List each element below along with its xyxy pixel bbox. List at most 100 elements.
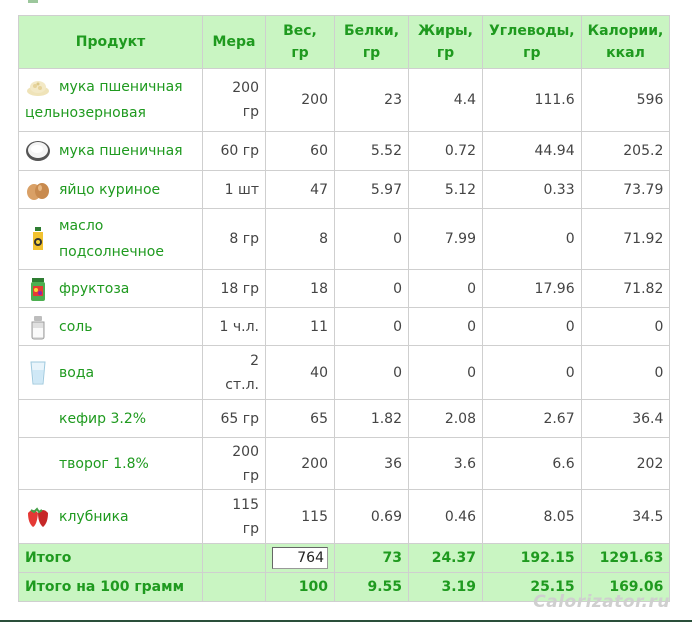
product-cell: яйцо куриное <box>18 170 203 209</box>
product-cell: фруктоза <box>18 269 203 308</box>
calories-cell: 0 <box>580 345 671 400</box>
protein-cell: 0 <box>334 345 409 400</box>
weight-cell: 11 <box>265 307 335 346</box>
fat-cell: 4.4 <box>408 68 483 132</box>
fat-cell: 0 <box>408 269 483 308</box>
header-measure: Мера <box>202 15 266 69</box>
measure-cell: 65 гр <box>202 399 266 438</box>
measure-cell: 18 гр <box>202 269 266 308</box>
fat-cell: 0 <box>408 345 483 400</box>
fat-cell: 0 <box>408 307 483 346</box>
fat-cell: 0.46 <box>408 489 483 544</box>
carbs-cell: 44.94 <box>482 131 582 171</box>
measure-cell: 60 гр <box>202 131 266 171</box>
table-row: мука пшеничная цельнозерновая 200 гр 200 23… <box>18 68 671 132</box>
per100-carbs: 25.15 <box>482 572 582 602</box>
carbs-cell: 2.67 <box>482 399 582 438</box>
protein-cell: 23 <box>334 68 409 132</box>
weight-cell: 115 <box>265 489 335 544</box>
salt-shaker-icon <box>25 314 51 340</box>
table-header-row: Продукт Мера Вес, гр Белки, гр Жиры, гр … <box>18 15 671 69</box>
calories-cell: 34.5 <box>580 489 671 544</box>
measure-cell: 8 гр <box>202 208 266 270</box>
measure-cell: 200 гр <box>202 437 266 490</box>
weight-cell: 200 <box>265 68 335 132</box>
carbs-cell: 8.05 <box>482 489 582 544</box>
product-link[interactable]: масло подсолнечное <box>59 218 164 260</box>
per100-calories: 169.06 <box>580 572 671 602</box>
header-calories: Калории, ккал <box>580 15 671 69</box>
header-weight: Вес, гр <box>265 15 335 69</box>
total-weight-input[interactable]: 764 <box>272 547 328 569</box>
carbs-cell: 111.6 <box>482 68 582 132</box>
table-row: клубника 115 гр 115 0.69 0.46 8.05 34.5 <box>18 489 671 544</box>
totals-row: Итого 764 73 24.37 192.15 1291.63 <box>18 543 671 573</box>
totals-fat: 24.37 <box>408 543 483 573</box>
flour-icon <box>25 74 51 100</box>
product-link[interactable]: фруктоза <box>59 280 130 297</box>
per100-row: Итого на 100 грамм 100 9.55 3.19 25.15 1… <box>18 572 671 602</box>
protein-cell: 0.69 <box>334 489 409 544</box>
product-cell: мука пшеничная цельнозерновая <box>18 68 203 132</box>
protein-cell: 0 <box>334 208 409 270</box>
totals-weight-cell: 764 <box>265 543 335 573</box>
weight-cell: 18 <box>265 269 335 308</box>
table-row: мука пшеничная 60 гр 60 5.52 0.72 44.94 205.2 <box>18 131 671 171</box>
calories-cell: 0 <box>580 307 671 346</box>
totals-calories: 1291.63 <box>580 543 671 573</box>
egg-icon <box>25 177 51 203</box>
calories-cell: 36.4 <box>580 399 671 438</box>
table-row: творог 1.8% 200 гр 200 36 3.6 6.6 202 <box>18 437 671 490</box>
product-link[interactable]: творог 1.8% <box>59 455 149 472</box>
fructose-jar-icon <box>25 276 51 302</box>
totals-protein: 73 <box>334 543 409 573</box>
table-row: кефир 3.2% 65 гр 65 1.82 2.08 2.67 36.4 <box>18 399 671 438</box>
fat-cell: 7.99 <box>408 208 483 270</box>
table-row: яйцо куриное 1 шт 47 5.97 5.12 0.33 73.79 <box>18 170 671 209</box>
totals-carbs: 192.15 <box>482 543 582 573</box>
carbs-cell: 17.96 <box>482 269 582 308</box>
protein-cell: 36 <box>334 437 409 490</box>
calories-cell: 205.2 <box>580 131 671 171</box>
weight-cell: 60 <box>265 131 335 171</box>
weight-cell: 8 <box>265 208 335 270</box>
product-cell: вода <box>18 345 203 400</box>
product-cell: масло подсолнечное <box>18 208 203 270</box>
calories-cell: 71.82 <box>580 269 671 308</box>
product-link[interactable]: кефир 3.2% <box>59 410 147 427</box>
water-glass-icon <box>25 360 51 386</box>
per100-measure-empty <box>202 572 266 602</box>
product-link[interactable]: яйцо куриное <box>59 181 161 198</box>
measure-cell: 200 гр <box>202 68 266 132</box>
totals-label: Итого <box>18 543 203 573</box>
oil-bottle-icon <box>25 226 51 252</box>
per100-fat: 3.19 <box>408 572 483 602</box>
product-link[interactable]: клубника <box>59 508 129 525</box>
measure-cell: 115 гр <box>202 489 266 544</box>
carbs-cell: 0 <box>482 345 582 400</box>
product-link[interactable]: мука пшеничная <box>59 143 183 159</box>
strawberry-icon <box>25 504 51 530</box>
product-link[interactable]: мука пшеничная цельнозерновая <box>25 79 183 121</box>
per100-protein: 9.55 <box>334 572 409 602</box>
carbs-cell: 6.6 <box>482 437 582 490</box>
carbs-cell: 0.33 <box>482 170 582 209</box>
protein-cell: 5.52 <box>334 131 409 171</box>
top-edge-mark <box>28 0 38 3</box>
product-cell: клубника <box>18 489 203 544</box>
measure-cell: 1 шт <box>202 170 266 209</box>
calories-cell: 71.92 <box>580 208 671 270</box>
calories-cell: 202 <box>580 437 671 490</box>
table-row: масло подсолнечное 8 гр 8 0 7.99 0 71.92 <box>18 208 671 270</box>
carbs-cell: 0 <box>482 307 582 346</box>
per100-label: Итого на 100 грамм <box>18 572 203 602</box>
measure-cell: 2 ст.л. <box>202 345 266 400</box>
protein-cell: 1.82 <box>334 399 409 438</box>
product-cell: соль <box>18 307 203 346</box>
header-carbs: Углеводы, гр <box>482 15 582 69</box>
protein-cell: 5.97 <box>334 170 409 209</box>
product-link[interactable]: вода <box>59 364 95 381</box>
protein-cell: 0 <box>334 269 409 308</box>
product-cell: мука пшеничная <box>18 131 203 171</box>
product-link[interactable]: соль <box>59 318 93 335</box>
